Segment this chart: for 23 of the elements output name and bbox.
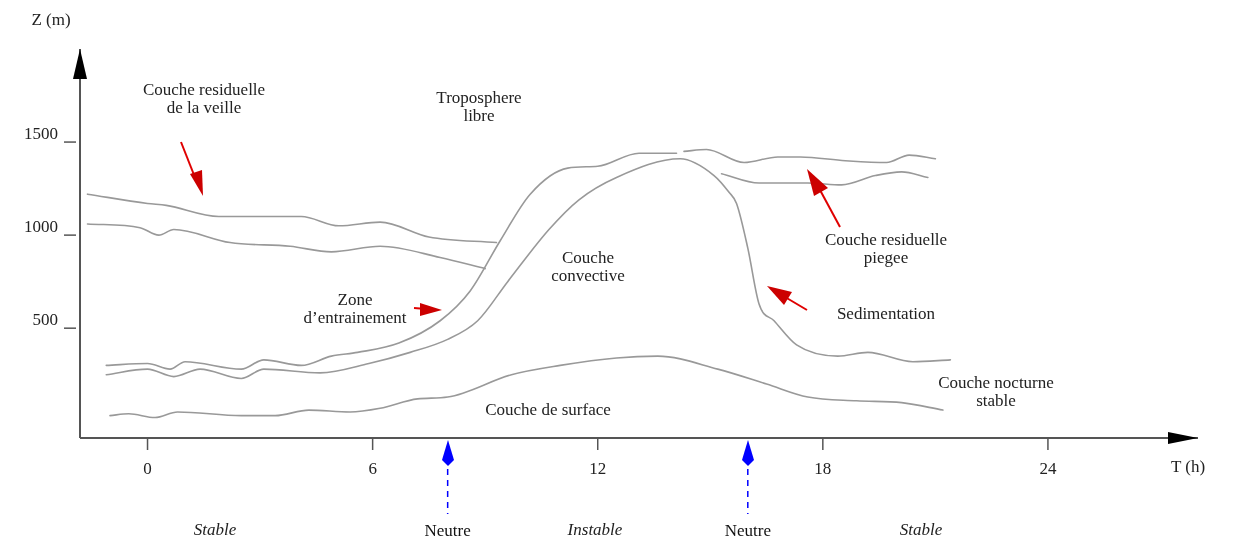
text: Instable: [566, 520, 623, 540]
annotation: Couche residuelle de la veille: [142, 80, 266, 118]
annotation: Troposphere libre: [436, 88, 522, 126]
annotation: Couche residuelle piegee: [824, 230, 948, 268]
y-tick-label: 1000: [24, 216, 58, 236]
text: Stable: [193, 520, 237, 540]
text: Stable: [899, 520, 943, 540]
y-tick-label: 1500: [24, 123, 58, 143]
x-tick-label: 24: [1039, 459, 1057, 479]
annotation: Couche convective: [551, 248, 625, 286]
x-tick-label: 18: [814, 459, 832, 479]
x-tick-label: 6: [368, 459, 377, 479]
x-axis-title: T (h): [1170, 457, 1206, 477]
annotation: Sedimentation: [836, 304, 936, 324]
ref-line-label: Neutre: [724, 521, 771, 541]
ref-line-label: Neutre: [424, 521, 471, 541]
annotation: Couche nocturne stable: [938, 373, 1054, 411]
y-axis-title: Z (m): [31, 10, 71, 30]
annotation: Couche de surface: [485, 400, 611, 420]
y-tick-label: 500: [32, 309, 58, 329]
annotation: Zone d’entrainement: [303, 290, 407, 328]
x-tick-label: 12: [589, 459, 607, 479]
x-tick-label: 0: [143, 459, 152, 479]
